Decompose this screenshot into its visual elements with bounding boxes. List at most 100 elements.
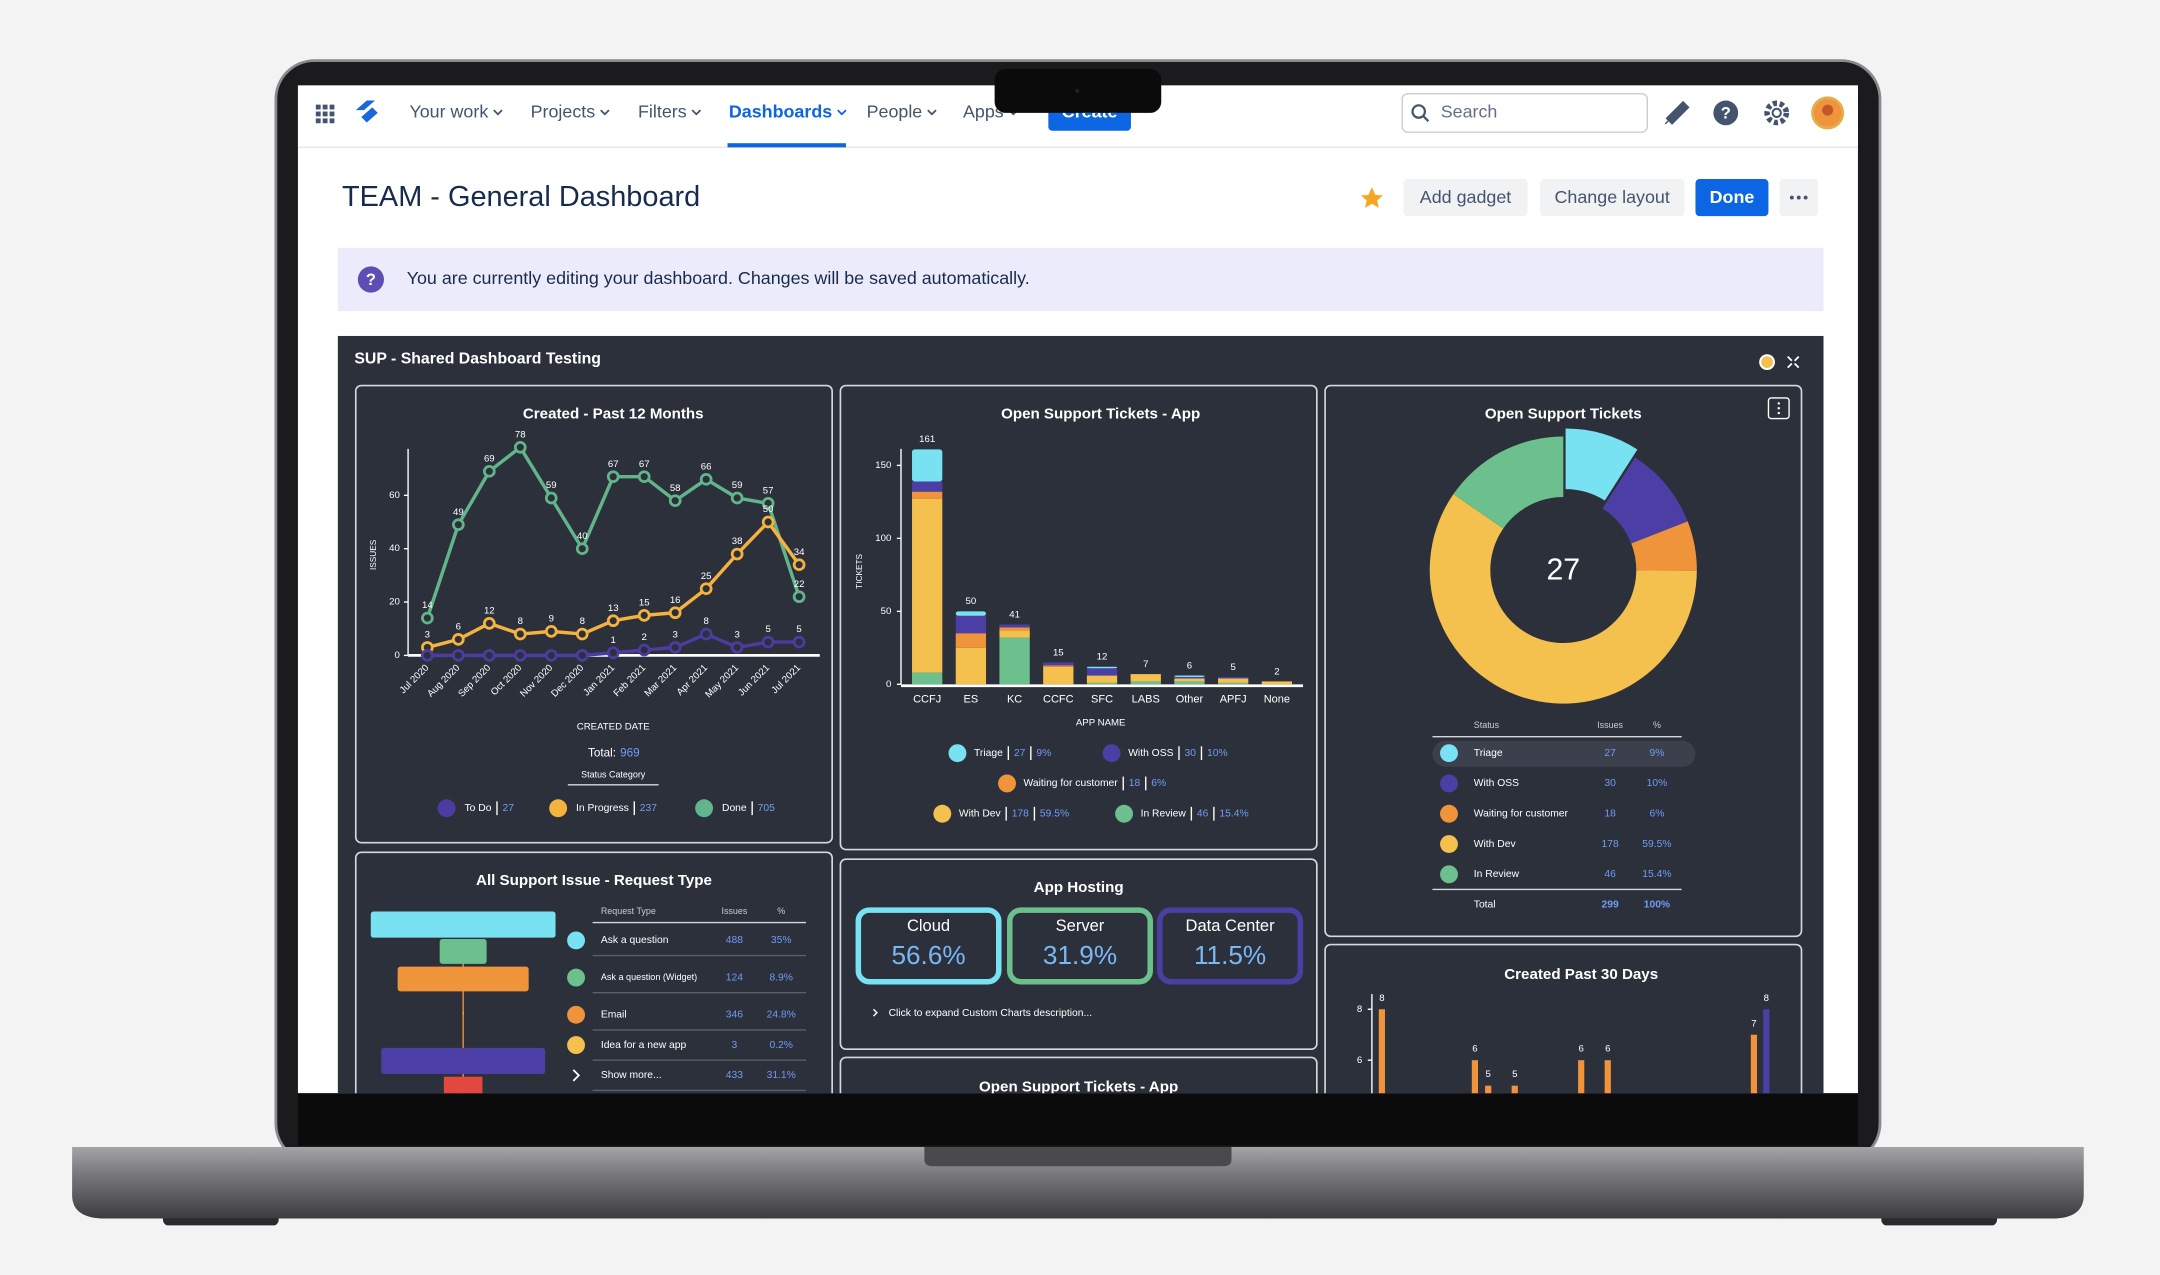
legend-count: 705 xyxy=(758,803,775,814)
legend-swatch xyxy=(1102,744,1121,763)
legend-swatch xyxy=(1440,744,1458,763)
line-point xyxy=(699,472,713,486)
table-cell: 0.2% xyxy=(769,1040,793,1051)
notifications-icon[interactable] xyxy=(1664,100,1690,125)
collapse-icon[interactable] xyxy=(1787,355,1800,369)
data-label: 9 xyxy=(549,614,554,625)
nav-chevron xyxy=(600,109,610,116)
logo[interactable] xyxy=(355,100,378,123)
line-point xyxy=(699,582,713,596)
expand-chevron[interactable] xyxy=(872,1008,878,1017)
nav-item[interactable]: Projects xyxy=(531,102,596,122)
settings-icon[interactable] xyxy=(1764,100,1790,126)
data-label: 67 xyxy=(608,459,619,470)
legend-swatch xyxy=(1440,865,1458,884)
legend-swatch xyxy=(1440,804,1458,823)
hosting-value: 31.9% xyxy=(1043,940,1117,970)
data-label: 6 xyxy=(1605,1044,1610,1055)
help-icon[interactable] xyxy=(1713,100,1739,126)
legend-swatch xyxy=(1115,804,1134,823)
donut-center-label: 27 xyxy=(1546,553,1580,586)
nav-item[interactable]: Dashboards xyxy=(729,102,832,122)
data-label: 8 xyxy=(703,616,708,627)
legend-swatch xyxy=(1440,835,1458,853)
line-point xyxy=(761,497,775,510)
bar-segment xyxy=(1086,668,1118,676)
page-title: TEAM - General Dashboard xyxy=(342,181,700,213)
line-point xyxy=(668,494,682,508)
line-point xyxy=(792,558,806,572)
y-tick-label: 20 xyxy=(389,597,400,608)
line-point xyxy=(699,627,713,641)
line-point xyxy=(606,614,620,628)
legend-label: In Review xyxy=(1141,808,1187,819)
hosting-value: 56.6% xyxy=(891,940,965,970)
legend-label: With Dev xyxy=(959,808,1002,819)
line-point xyxy=(482,464,496,478)
data-label: 14 xyxy=(422,600,433,611)
table-header: Status xyxy=(1474,720,1500,730)
bar-segment xyxy=(955,615,987,634)
bar-segment xyxy=(912,672,943,685)
x-axis-label: APP NAME xyxy=(1076,717,1126,728)
line-point xyxy=(668,606,682,620)
bar xyxy=(1485,1085,1492,1094)
bar-segment xyxy=(955,647,987,685)
header-button[interactable] xyxy=(1539,178,1685,217)
nav-item[interactable]: Your work xyxy=(409,102,488,122)
bar-segment xyxy=(1130,674,1161,682)
line-point xyxy=(544,649,558,662)
expand-chevron[interactable] xyxy=(572,1069,581,1082)
data-label: 16 xyxy=(670,595,681,606)
legend-percent: 6% xyxy=(1151,778,1166,789)
data-label: 6 xyxy=(1579,1044,1584,1055)
data-label: 5 xyxy=(765,624,770,635)
data-label: 5 xyxy=(796,624,801,635)
header-button[interactable] xyxy=(1695,178,1769,217)
data-label: 8 xyxy=(1764,993,1769,1004)
panel-icon[interactable] xyxy=(1759,354,1775,371)
data-label: 59 xyxy=(732,480,743,491)
table-cell: Ask a question (Widget) xyxy=(601,972,697,982)
bar-segment xyxy=(1130,681,1161,685)
nav-item[interactable]: People xyxy=(867,102,923,122)
line-point xyxy=(421,611,434,625)
nav-item[interactable]: Apps xyxy=(963,102,1004,122)
app-switcher[interactable] xyxy=(315,104,335,124)
data-label: 6 xyxy=(1472,1044,1477,1055)
bar-total-label: 161 xyxy=(919,434,935,445)
bar-segment xyxy=(1218,678,1249,683)
search-icon xyxy=(1422,114,1430,122)
camera xyxy=(1075,88,1080,93)
star-icon[interactable] xyxy=(1360,187,1383,208)
bar-segment xyxy=(955,633,987,648)
legend-swatch xyxy=(998,774,1016,793)
table-total-pct: 100% xyxy=(1644,899,1670,910)
bar-segment xyxy=(1086,682,1118,685)
bar-segment xyxy=(1086,666,1118,669)
nav-item[interactable]: Filters xyxy=(638,102,687,122)
legend-swatch xyxy=(948,744,967,763)
gadget-menu[interactable] xyxy=(1767,397,1790,420)
y-tick-label: 60 xyxy=(389,490,400,501)
gadget-title: Open Support Tickets - App xyxy=(979,1079,1178,1096)
bar-segment xyxy=(1174,677,1205,679)
line-point xyxy=(575,649,589,662)
bar-segment xyxy=(955,611,987,616)
x-tick-label: None xyxy=(1264,693,1290,705)
search-box[interactable] xyxy=(1401,92,1648,133)
line-point xyxy=(792,635,806,649)
line-point xyxy=(575,542,589,556)
hosting-name: Cloud xyxy=(907,916,950,935)
header-button[interactable] xyxy=(1403,178,1528,217)
data-label: 49 xyxy=(453,507,464,518)
data-label: 5 xyxy=(1485,1069,1490,1080)
bar-segment xyxy=(1043,662,1074,666)
data-label: 7 xyxy=(1751,1018,1756,1029)
bar-segment xyxy=(1043,666,1074,685)
line-point xyxy=(606,646,620,660)
bar xyxy=(1750,1034,1758,1094)
bar-total-label: 5 xyxy=(1230,662,1235,673)
table-cell: Email xyxy=(601,1009,627,1020)
